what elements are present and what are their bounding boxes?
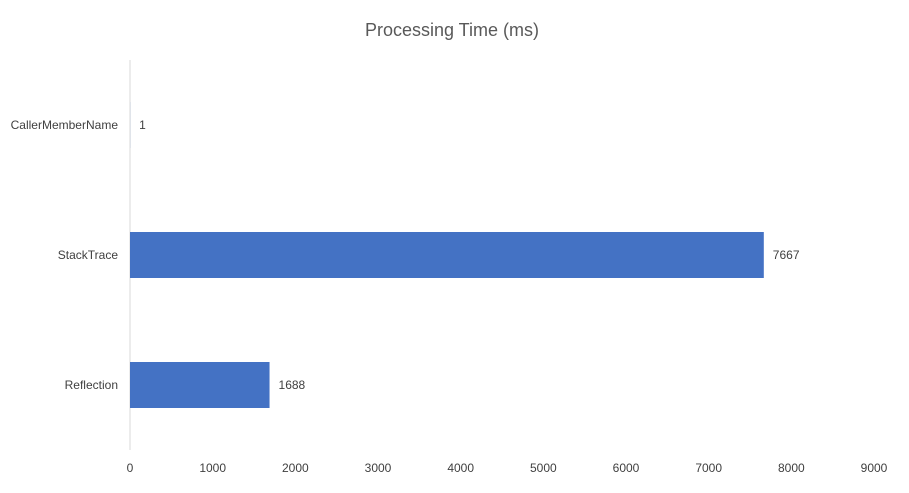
chart-title: Processing Time (ms): [365, 20, 539, 40]
x-tick-label-6000: 6000: [613, 461, 640, 475]
x-tick-label-2000: 2000: [282, 461, 309, 475]
x-axis-ticks-group: 0 1000 2000 3000 4000 5000 6000 7000 8000 9000: [127, 461, 888, 475]
data-labels-group: 1 7667 1688: [139, 118, 800, 392]
x-tick-label-5000: 5000: [530, 461, 557, 475]
bar-stacktrace: [130, 232, 764, 278]
x-tick-label-9000: 9000: [861, 461, 888, 475]
category-label-callermembername: CallerMemberName: [11, 118, 119, 132]
category-label-stacktrace: StackTrace: [58, 248, 119, 262]
x-tick-label-0: 0: [127, 461, 134, 475]
x-tick-label-7000: 7000: [695, 461, 722, 475]
category-labels-group: CallerMemberName StackTrace Reflection: [11, 118, 119, 392]
x-tick-label-3000: 3000: [365, 461, 392, 475]
x-tick-label-4000: 4000: [447, 461, 474, 475]
category-label-reflection: Reflection: [65, 378, 118, 392]
x-tick-label-1000: 1000: [199, 461, 226, 475]
data-label-callermembername: 1: [139, 118, 146, 132]
data-label-stacktrace: 7667: [773, 248, 800, 262]
bar-reflection: [130, 362, 270, 408]
data-label-reflection: 1688: [279, 378, 306, 392]
x-tick-label-8000: 8000: [778, 461, 805, 475]
bars-group: [130, 102, 764, 408]
